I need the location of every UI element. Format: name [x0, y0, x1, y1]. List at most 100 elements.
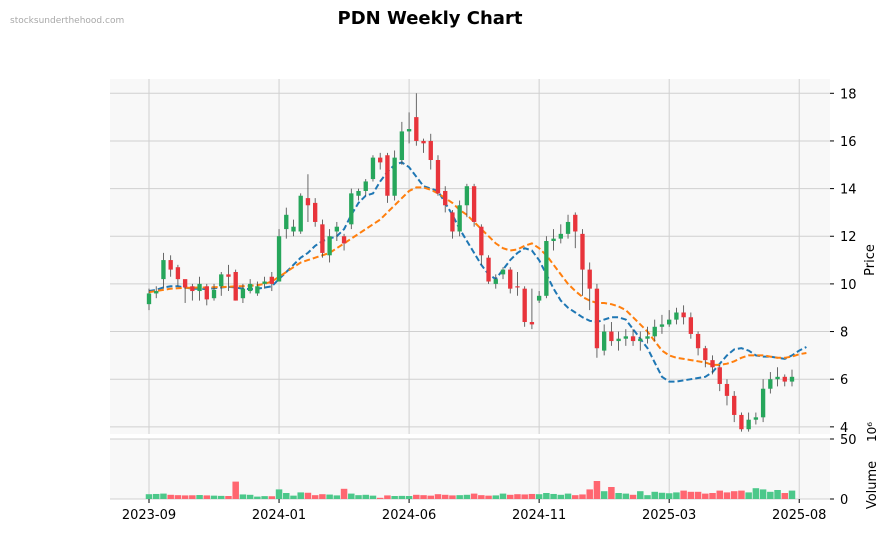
candle	[399, 121, 405, 165]
candle-body	[327, 236, 332, 256]
price-tick-label: 10	[840, 278, 857, 293]
volume-bar	[333, 495, 341, 499]
volume-bar	[492, 495, 500, 499]
candle-body	[284, 214, 289, 230]
candle-body	[732, 395, 737, 415]
candle	[370, 155, 376, 182]
volume-bar	[767, 491, 774, 499]
candle-body	[349, 193, 354, 225]
volume-bar	[759, 489, 767, 499]
candle	[269, 271, 274, 292]
candle	[703, 345, 708, 368]
volume-bar	[196, 495, 203, 499]
candle-body	[515, 286, 520, 288]
volume-bar	[470, 493, 478, 499]
candle	[240, 283, 246, 303]
candle	[565, 214, 571, 239]
candle-body	[645, 336, 650, 339]
candle-body	[638, 338, 643, 342]
volume-bar	[290, 495, 297, 499]
candle	[789, 369, 795, 387]
price-axis-label: Price	[863, 244, 878, 276]
volume-bar	[449, 495, 456, 499]
candle	[276, 229, 282, 282]
candle-body	[399, 131, 405, 161]
volume-bar	[550, 493, 557, 499]
candle	[168, 255, 173, 277]
date-tick-label: 2024-01	[252, 508, 306, 523]
candle	[161, 252, 166, 289]
candle	[760, 379, 766, 423]
volume-bar	[304, 492, 312, 499]
candle-body	[457, 205, 462, 232]
volume-bar	[319, 494, 326, 499]
date-tick-label: 2024-11	[512, 508, 566, 523]
volume-bar	[506, 494, 514, 499]
candle	[356, 188, 361, 201]
volume-bar	[644, 495, 651, 499]
candle	[688, 312, 694, 339]
candle	[392, 150, 397, 201]
candle	[515, 271, 520, 296]
candle	[630, 329, 636, 346]
candle	[471, 183, 477, 227]
volume-bar	[239, 494, 247, 499]
candle-body	[667, 319, 672, 325]
price-tick-label: 14	[840, 183, 857, 198]
candle	[320, 219, 325, 258]
candle-body	[573, 214, 578, 232]
candle-body	[659, 324, 665, 327]
candle	[255, 281, 260, 296]
volume-bar	[730, 491, 738, 499]
volume-bar	[687, 491, 695, 499]
candle	[182, 279, 188, 303]
volume-bar	[145, 494, 153, 499]
candle	[233, 269, 238, 301]
candle-body	[247, 283, 253, 292]
candle-body	[421, 140, 426, 144]
candle-body	[522, 288, 527, 323]
candle-body	[392, 157, 397, 196]
chart-title: PDN Weekly Chart	[337, 8, 523, 29]
candle	[363, 179, 368, 196]
candle-body	[240, 288, 246, 299]
candle-body	[775, 376, 780, 380]
volume-bar	[723, 492, 731, 499]
volume-bar	[651, 491, 658, 499]
candle-body	[385, 155, 390, 196]
candle	[154, 286, 159, 299]
candle-body	[746, 419, 751, 430]
volume-bar	[268, 496, 276, 499]
volume-bar	[593, 481, 601, 499]
volume-bar	[355, 495, 362, 499]
candle	[247, 279, 253, 294]
candle	[587, 262, 592, 311]
candle	[739, 412, 744, 432]
candle	[775, 367, 780, 387]
volume-bar	[326, 494, 333, 499]
volume-bar	[160, 493, 167, 499]
candle-body	[414, 117, 419, 141]
volume-bar	[441, 494, 449, 499]
volume-bar	[391, 496, 398, 499]
candle	[674, 307, 679, 325]
candle-body	[551, 238, 556, 242]
volume-tick-label: 50	[840, 433, 857, 448]
volume-bar	[788, 490, 796, 499]
candle-body	[291, 226, 296, 232]
candle	[529, 288, 535, 330]
volume-bar	[217, 495, 225, 499]
volume-bar	[622, 493, 630, 499]
volume-bar	[463, 494, 471, 499]
candle-body	[464, 186, 470, 206]
volume-bar	[528, 493, 536, 499]
candle	[782, 374, 787, 387]
candle-body	[789, 376, 795, 382]
candle	[500, 267, 506, 280]
candle-body	[378, 157, 383, 163]
volume-bar	[297, 492, 304, 499]
volume-bar	[738, 490, 745, 499]
candle	[695, 331, 701, 356]
volume-bar	[384, 495, 391, 499]
